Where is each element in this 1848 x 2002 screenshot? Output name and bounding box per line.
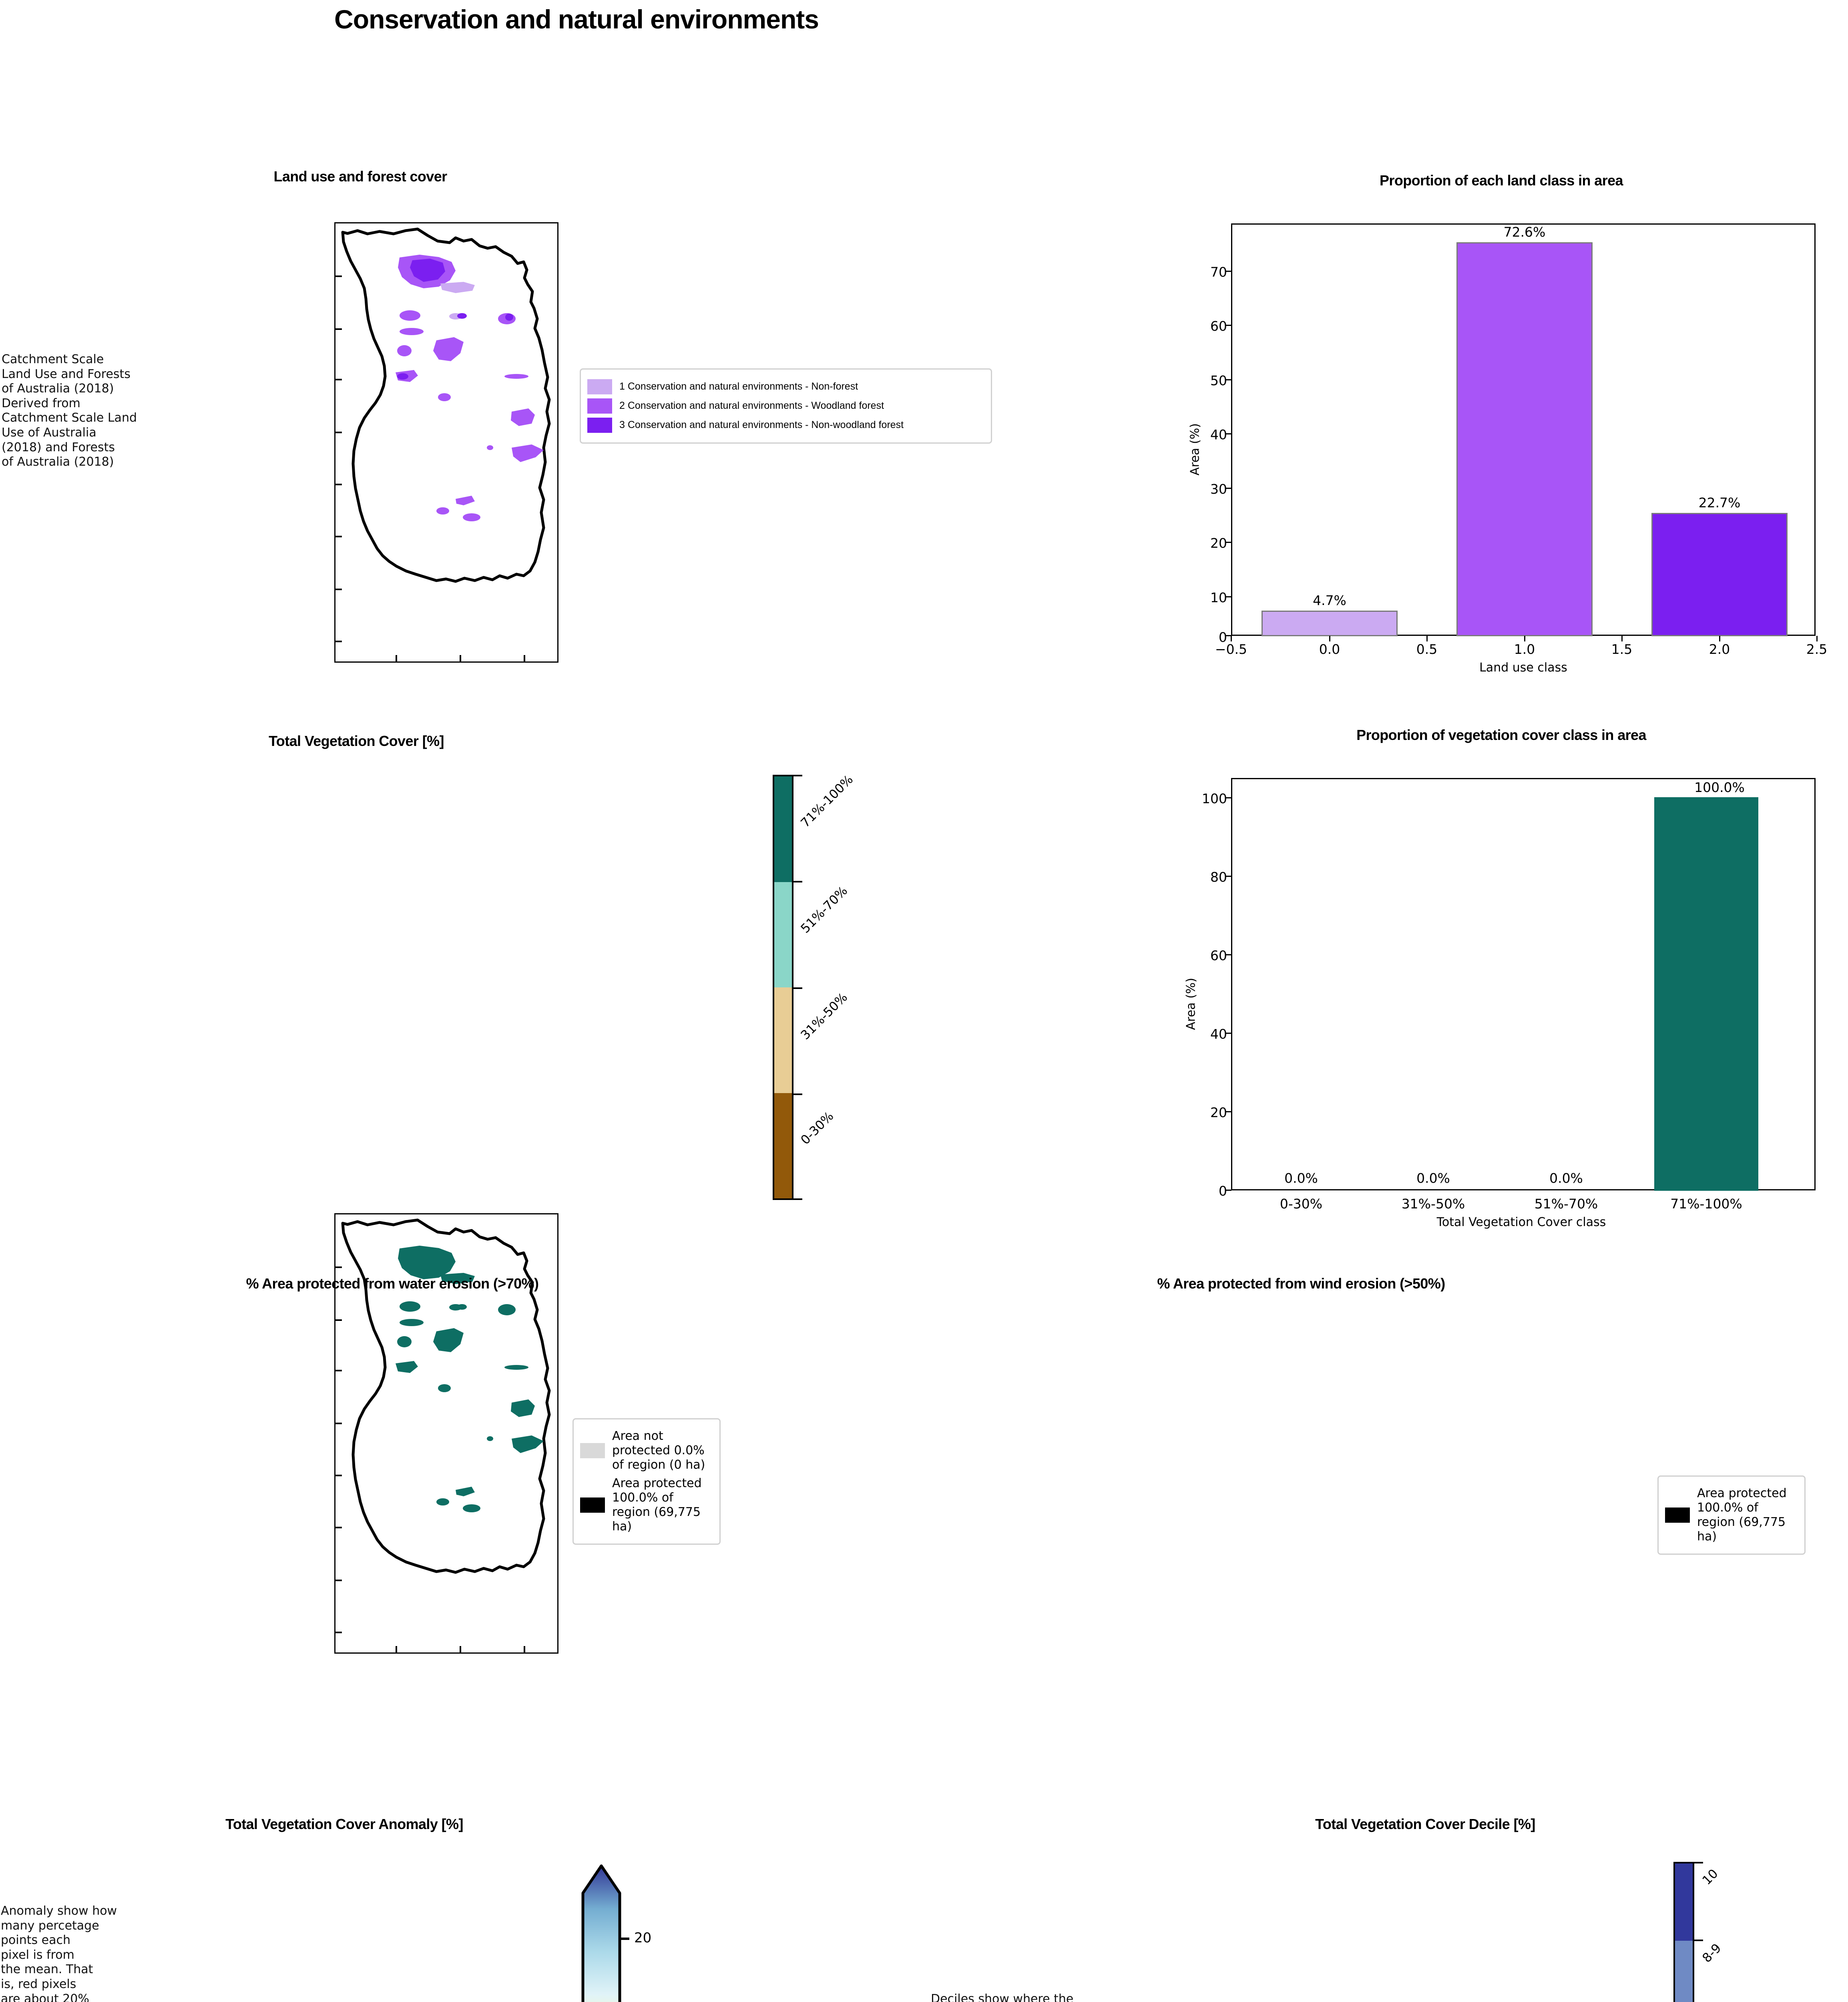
legend-label: Area not protected 0.0% of region (0 ha) [612, 1429, 705, 1472]
legend-swatch-protected [580, 1497, 605, 1513]
y-tick-60: 60 [1210, 318, 1227, 334]
cb-label-31-50: 31%-50% [798, 990, 851, 1043]
veg-class-bar-chart[interactable]: 100 80 60 40 20 0 0.0% 0.0% 0.0% 100.0% … [1184, 771, 1826, 1229]
bar-label-1: 0.0% [1416, 1170, 1450, 1186]
legend-item[interactable]: 2 Conservation and natural environments … [587, 398, 984, 414]
cb-label-71-100: 71%-100% [798, 772, 856, 830]
x-axis-label: Total Vegetation Cover class [1436, 1215, 1606, 1229]
y-tick-40: 40 [1210, 427, 1227, 442]
cb-seg-51-70 [774, 882, 792, 987]
cb-label-0-30: 0-30% [798, 1109, 837, 1148]
legend-swatch-protected [1665, 1508, 1690, 1523]
bar-label-0: 0.0% [1284, 1170, 1318, 1186]
bar-land-class-2[interactable] [1651, 513, 1788, 636]
legend-item[interactable]: Area protected 100.0% of region (69,775 … [580, 1476, 713, 1534]
y-tick-20: 20 [1210, 1105, 1227, 1120]
y-tick-50: 50 [1210, 373, 1227, 388]
bar-veg-class-3[interactable] [1654, 797, 1758, 1191]
cb-label-8-9: 8-9 [1699, 1941, 1724, 1966]
water-erosion-panel-title: % Area protected from water erosion (>70… [246, 1275, 539, 1292]
x-axis-label: Land use class [1479, 661, 1567, 675]
y-tick-70: 70 [1210, 264, 1227, 280]
x-tick-1.5: 1.5 [1611, 641, 1633, 657]
legend-item[interactable]: Area protected 100.0% of region (69,775 … [1665, 1486, 1798, 1544]
veg-cover-panel-title: Total Vegetation Cover [%] [269, 733, 444, 749]
anomaly-caption: Anomaly show how many percetage points e… [1, 1904, 117, 2002]
legend-item[interactable]: Area not protected 0.0% of region (0 ha) [580, 1429, 713, 1472]
bar-land-class-1[interactable] [1456, 242, 1593, 636]
y-tick-0: 0 [1219, 629, 1227, 645]
legend-label: 2 Conservation and natural environments … [619, 400, 884, 412]
cb-seg-31-50 [774, 987, 792, 1093]
land-use-map-svg [341, 227, 551, 583]
legend-label: Area protected 100.0% of region (69,775 … [612, 1476, 702, 1534]
land-use-patches [396, 255, 544, 521]
veg-class-chart-title: Proportion of vegetation cover class in … [1356, 727, 1646, 743]
x-tick-0.5: 0.5 [1416, 641, 1438, 657]
legend-item[interactable]: 1 Conservation and natural environments … [587, 379, 984, 394]
wind-erosion-legend[interactable]: Area protected 100.0% of region (69,775 … [1657, 1475, 1806, 1555]
page-title: Conservation and natural environments [334, 4, 819, 34]
legend-swatch-nonwoodland [587, 418, 612, 433]
x-tick--0.5: −0.5 [1215, 641, 1247, 657]
bar-land-class-0[interactable] [1261, 611, 1398, 636]
x-tick-31-50: 31%-50% [1401, 1196, 1465, 1212]
legend-label: 1 Conservation and natural environments … [619, 381, 858, 392]
anomaly-colorbar-svg [581, 1864, 629, 2002]
cb-tick-20: 20 [634, 1930, 652, 1946]
decile-panel-title: Total Vegetation Cover Decile [%] [1315, 1816, 1535, 1832]
cb-seg-71-100 [774, 776, 792, 882]
y-tick-0: 0 [1219, 1183, 1227, 1199]
cb-label-10: 10 [1699, 1866, 1721, 1888]
land-class-chart-title: Proportion of each land class in area [1380, 172, 1623, 189]
cb-seg-0-30 [774, 1093, 792, 1198]
legend-swatch-nonforest [587, 379, 612, 394]
land-use-map[interactable] [334, 222, 558, 663]
veg-cover-map[interactable] [334, 1213, 558, 1654]
y-tick-20: 20 [1210, 535, 1227, 551]
legend-swatch-woodland [587, 398, 612, 414]
y-axis-label: Area (%) [1188, 423, 1202, 476]
anomaly-panel-title: Total Vegetation Cover Anomaly [%] [225, 1816, 463, 1832]
cb-seg-8-9 [1675, 1940, 1693, 2002]
y-tick-80: 80 [1210, 869, 1227, 885]
y-axis-label: Area (%) [1184, 978, 1198, 1030]
land-use-panel-title: Land use and forest cover [273, 168, 447, 185]
land-use-legend[interactable]: 1 Conservation and natural environments … [580, 368, 992, 444]
bar-label-2: 22.7% [1698, 495, 1741, 511]
y-tick-40: 40 [1210, 1026, 1227, 1042]
bar-label-1: 72.6% [1503, 224, 1546, 240]
x-tick-51-70: 51%-70% [1534, 1196, 1598, 1212]
legend-label: 3 Conservation and natural environments … [619, 419, 904, 431]
decile-caption: Deciles show where the pixel value lies … [931, 1992, 1074, 2002]
x-tick-1.0: 1.0 [1514, 641, 1535, 657]
bar-label-0: 4.7% [1313, 593, 1346, 608]
land-use-caption: Catchment Scale Land Use and Forests of … [2, 352, 137, 469]
y-tick-100: 100 [1202, 791, 1227, 806]
y-tick-10: 10 [1210, 590, 1227, 605]
veg-cover-map-svg [341, 1218, 551, 1574]
bar-label-3: 100.0% [1694, 780, 1745, 795]
y-tick-30: 30 [1210, 481, 1227, 497]
x-tick-2.0: 2.0 [1709, 641, 1730, 657]
decile-colorbar[interactable]: 10 8-9 4-7 2-3 1 [1673, 1862, 1724, 2002]
bar-label-2: 0.0% [1549, 1170, 1583, 1186]
x-tick-2.5: 2.5 [1806, 641, 1828, 657]
land-class-bar-chart[interactable]: 70 60 50 40 30 20 10 0 4.7% 72.6% 22.7% … [1188, 216, 1827, 675]
legend-swatch-not-protected [580, 1443, 605, 1458]
legend-item[interactable]: 3 Conservation and natural environments … [587, 418, 984, 433]
veg-cover-colorbar[interactable]: 71%-100% 51%-70% 31%-50% 0-30% [773, 772, 856, 1200]
legend-label: Area protected 100.0% of region (69,775 … [1697, 1486, 1787, 1544]
cb-seg-10 [1675, 1863, 1693, 1941]
wind-erosion-panel-title: % Area protected from wind erosion (>50%… [1157, 1275, 1445, 1292]
veg-cover-patches [396, 1246, 544, 1512]
y-tick-60: 60 [1210, 948, 1227, 963]
cb-label-51-70: 51%-70% [798, 883, 851, 936]
x-tick-0-30: 0-30% [1280, 1196, 1323, 1212]
x-tick-0.0: 0.0 [1319, 641, 1340, 657]
anomaly-colorbar[interactable]: 20 10 0 −10 −20 [581, 1862, 669, 2002]
x-tick-71-100: 71%-100% [1670, 1196, 1742, 1212]
water-erosion-legend[interactable]: Area not protected 0.0% of region (0 ha)… [572, 1418, 721, 1545]
